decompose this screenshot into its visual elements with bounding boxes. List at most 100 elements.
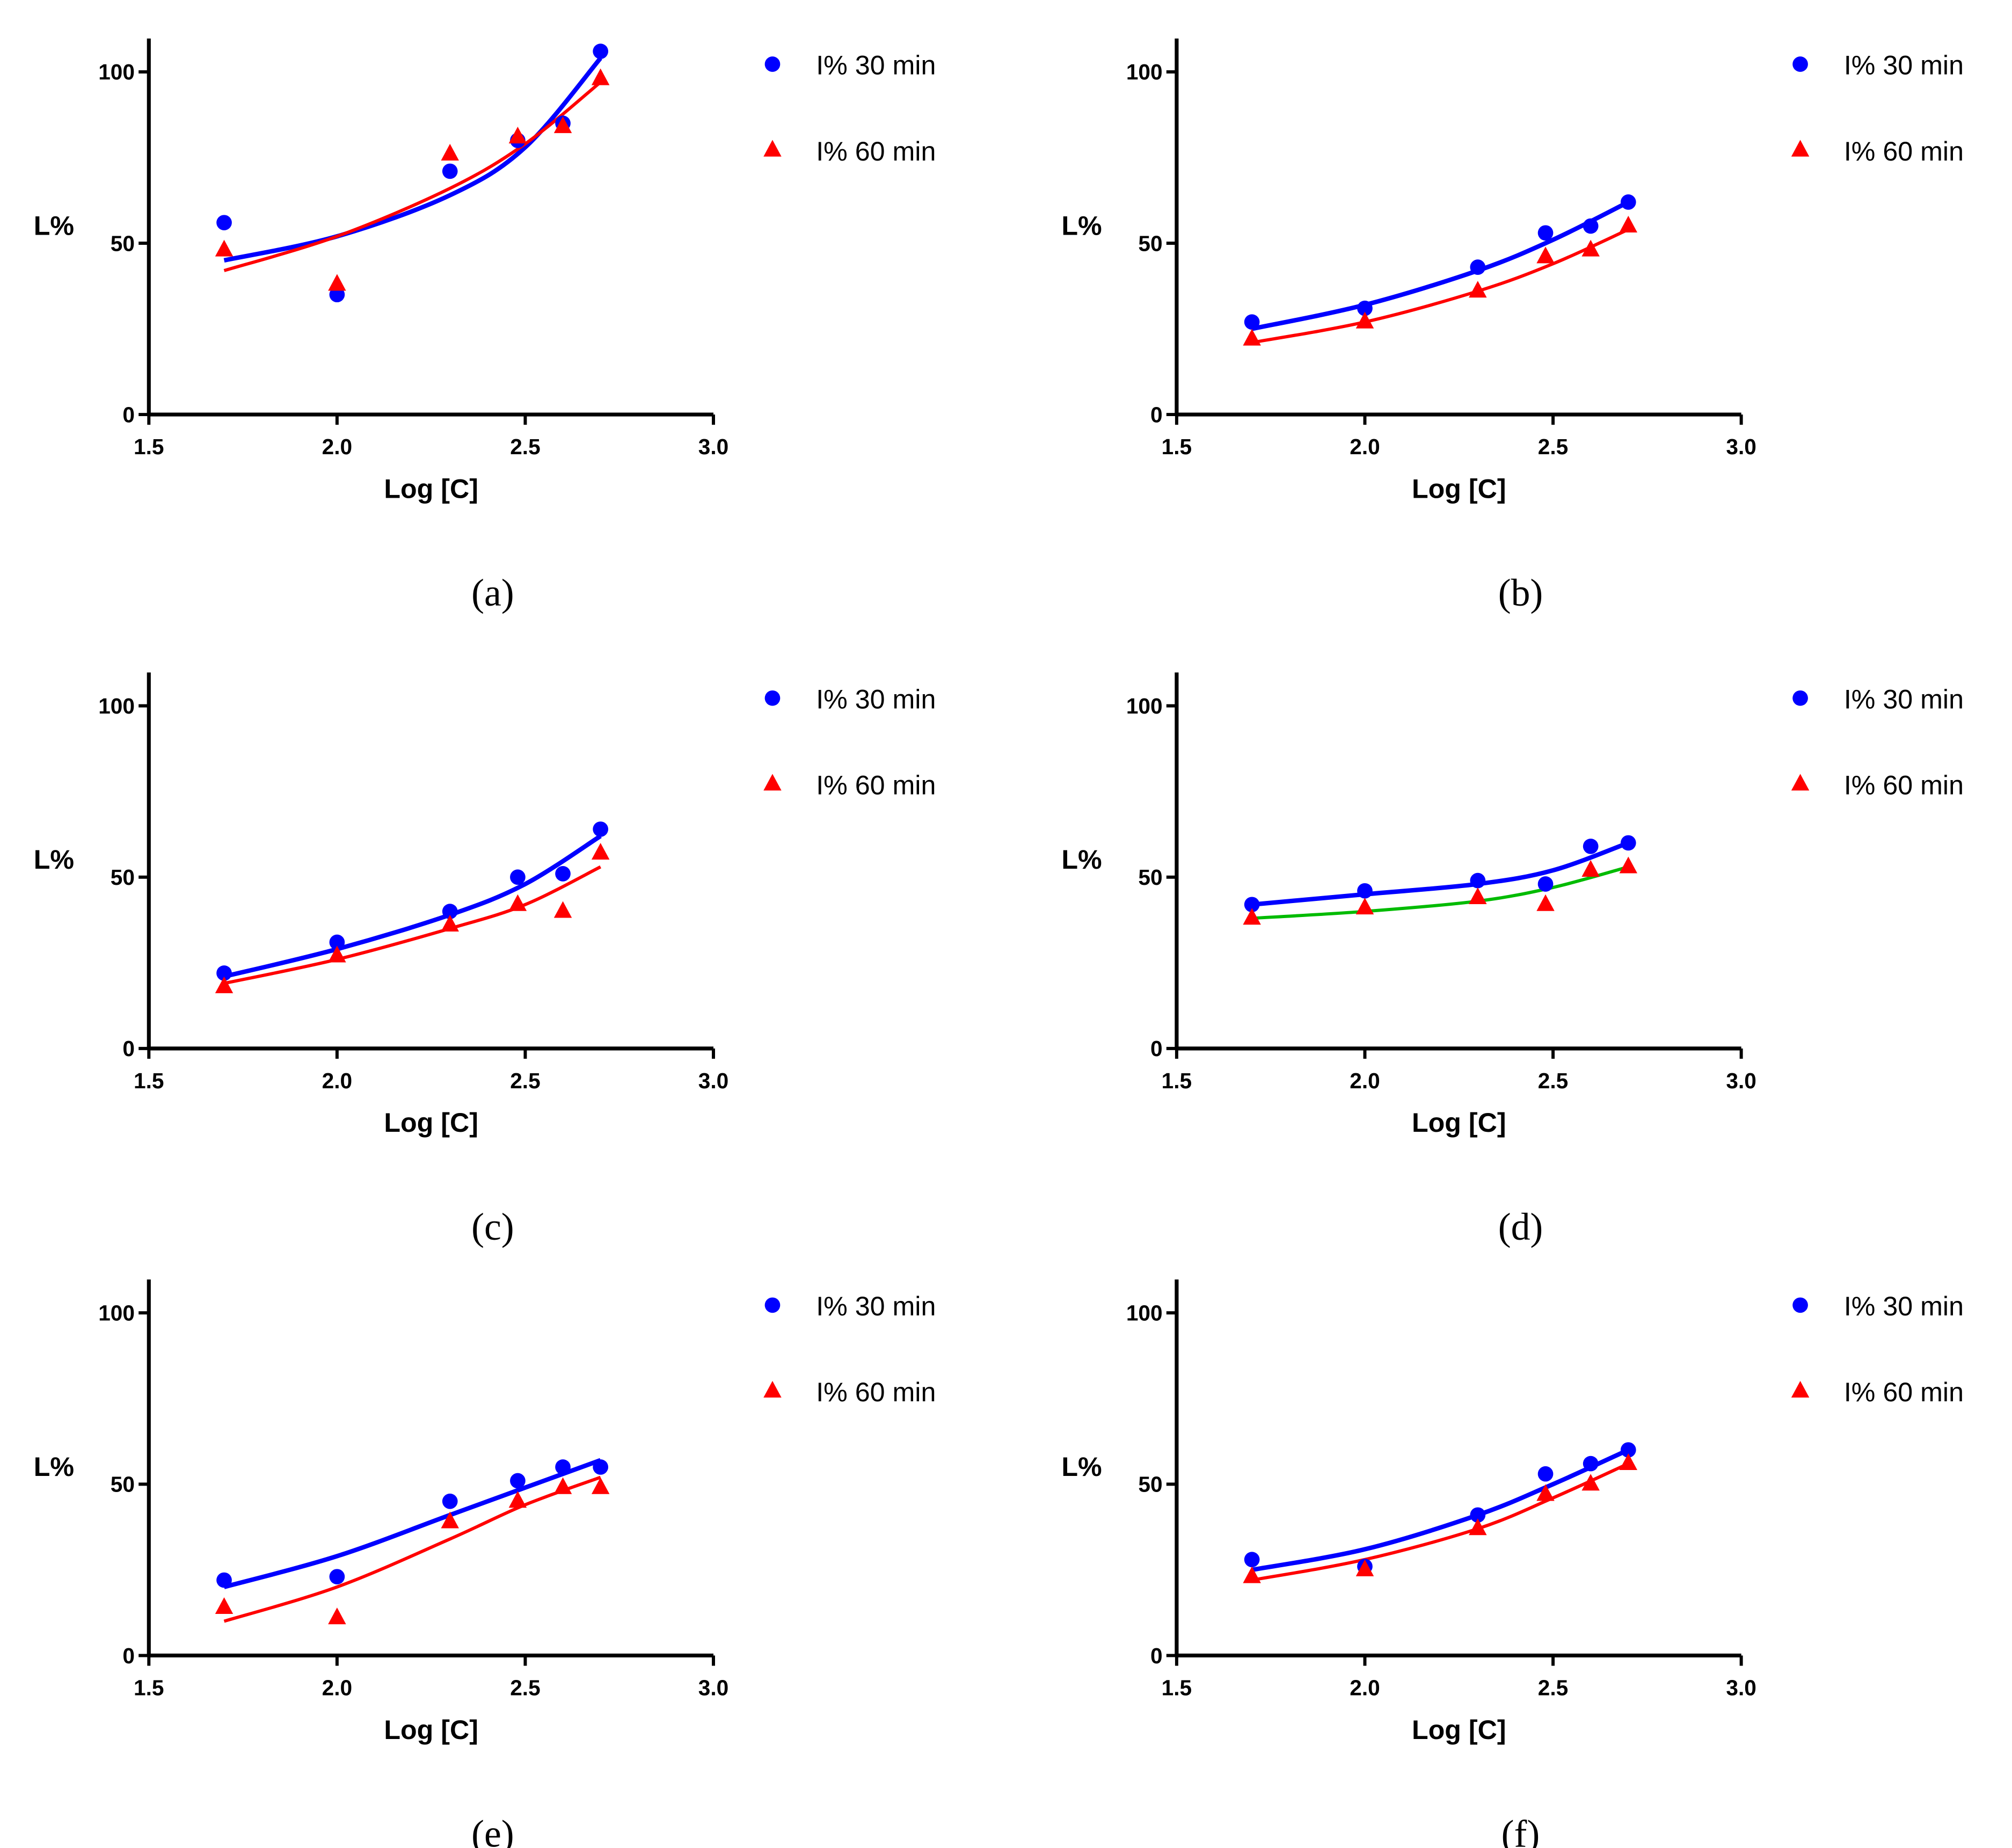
fit-curve: [223, 1475, 601, 1623]
data-point: [508, 126, 527, 144]
data-point: [1470, 1507, 1486, 1523]
y-tick-label: 0: [122, 1036, 135, 1061]
y-tick-label: 100: [98, 60, 135, 84]
x-tick-label: 1.5: [1162, 1676, 1192, 1700]
data-point: [1581, 239, 1600, 257]
data-point: [1583, 1456, 1599, 1472]
fit-curve: [1251, 228, 1629, 344]
data-point: [1244, 314, 1260, 330]
data-point: [510, 1473, 526, 1489]
x-tick-label: 2.5: [1538, 1068, 1568, 1093]
data-point: [555, 1459, 571, 1475]
panel-caption: (f): [1501, 1813, 1540, 1848]
legend-marker: [1792, 690, 1808, 706]
panel-caption: (a): [471, 571, 514, 614]
y-tick-label: 100: [98, 694, 135, 718]
x-tick-label: 2.5: [1538, 434, 1568, 459]
data-point: [1583, 838, 1599, 854]
data-point: [1357, 883, 1373, 899]
chart-panel-e: 1.5 2.0 2.5 3.0 0 50 100 Log [C] L% I% 30 min I% 6…: [34, 1279, 936, 1848]
panel-caption: (c): [471, 1205, 514, 1248]
data-point: [1581, 860, 1600, 877]
x-tick-label: 2.0: [1350, 1068, 1380, 1093]
y-tick-label: 50: [111, 865, 135, 890]
x-tick-label: 1.5: [134, 1068, 164, 1093]
data-point: [508, 1491, 527, 1508]
x-axis-label: Log [C]: [384, 1108, 478, 1138]
data-point: [1470, 872, 1486, 889]
y-tick-label: 50: [111, 231, 135, 256]
data-point: [329, 287, 345, 303]
data-point: [553, 116, 572, 133]
x-tick-label: 3.0: [698, 1068, 728, 1093]
data-point: [1619, 856, 1638, 874]
fit-curve: [1251, 1447, 1630, 1573]
data-point: [1620, 194, 1636, 210]
data-point: [1620, 835, 1636, 851]
data-point: [442, 904, 458, 919]
y-tick-label: 100: [1126, 1301, 1163, 1326]
data-point: [1536, 1484, 1555, 1501]
x-tick-label: 2.0: [1350, 434, 1380, 459]
legend-label: I% 30 min: [816, 1291, 936, 1321]
data-point: [1469, 887, 1487, 904]
data-point: [329, 934, 345, 950]
data-point: [1537, 876, 1554, 892]
legend-marker: [763, 140, 782, 157]
data-point: [591, 842, 610, 860]
legend-marker: [764, 1297, 781, 1313]
legend-label: I% 60 min: [816, 136, 936, 166]
legend-label: I% 60 min: [1844, 136, 1964, 166]
data-point: [1619, 1453, 1638, 1471]
data-point: [1619, 215, 1638, 232]
x-tick-label: 3.0: [698, 1676, 728, 1700]
x-axis-label: Log [C]: [1412, 1108, 1506, 1138]
legend-label: I% 30 min: [1844, 50, 1964, 81]
y-tick-label: 50: [1138, 231, 1162, 256]
data-point: [442, 1493, 458, 1509]
x-tick-label: 1.5: [134, 434, 164, 459]
y-axis-label: L%: [1061, 1452, 1102, 1482]
x-tick-label: 1.5: [1162, 1068, 1192, 1093]
fit-curve: [1251, 841, 1629, 907]
data-point: [1469, 281, 1487, 298]
data-point: [555, 866, 571, 882]
x-tick-label: 3.0: [1726, 1068, 1756, 1093]
legend-marker: [1792, 56, 1808, 72]
data-point: [1470, 259, 1486, 275]
legend-marker: [763, 774, 782, 791]
data-point: [1620, 1442, 1636, 1458]
x-tick-label: 2.5: [510, 1068, 540, 1093]
data-point: [1357, 300, 1373, 316]
x-tick-label: 1.5: [134, 1676, 164, 1700]
legend-label: I% 30 min: [816, 684, 936, 714]
fit-curve: [1251, 865, 1629, 920]
data-point: [1583, 218, 1599, 234]
y-tick-label: 50: [1138, 865, 1162, 890]
y-axis-label: L%: [34, 845, 74, 875]
data-point: [441, 143, 459, 161]
x-axis-label: Log [C]: [1412, 1715, 1506, 1745]
data-point: [1536, 246, 1555, 264]
data-point: [553, 1477, 572, 1494]
data-point: [591, 68, 610, 85]
data-point: [215, 976, 234, 993]
legend-marker: [1791, 774, 1810, 791]
legend-label: I% 60 min: [1844, 1377, 1964, 1407]
data-point: [593, 821, 609, 837]
fit-curve: [223, 81, 602, 272]
fit-curve: [1251, 200, 1630, 331]
data-point: [329, 1569, 345, 1585]
legend-label: I% 30 min: [816, 50, 936, 81]
panel-caption: (b): [1498, 571, 1543, 614]
data-point: [1243, 908, 1261, 925]
chart-panel-a: 1.5 2.0 2.5 3.0 0 50 100 Log [C] L% I% 30 min I% 6…: [34, 38, 936, 614]
x-axis-label: Log [C]: [384, 474, 478, 504]
y-axis-label: L%: [1061, 210, 1102, 241]
legend-marker: [763, 1380, 782, 1398]
data-point: [1355, 311, 1374, 329]
data-point: [1244, 1552, 1260, 1568]
data-point: [510, 869, 526, 885]
y-axis-label: L%: [34, 1452, 74, 1482]
